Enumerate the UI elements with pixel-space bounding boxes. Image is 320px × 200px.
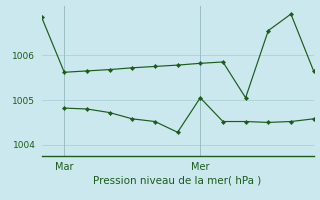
X-axis label: Pression niveau de la mer( hPa ): Pression niveau de la mer( hPa ): [93, 175, 262, 185]
